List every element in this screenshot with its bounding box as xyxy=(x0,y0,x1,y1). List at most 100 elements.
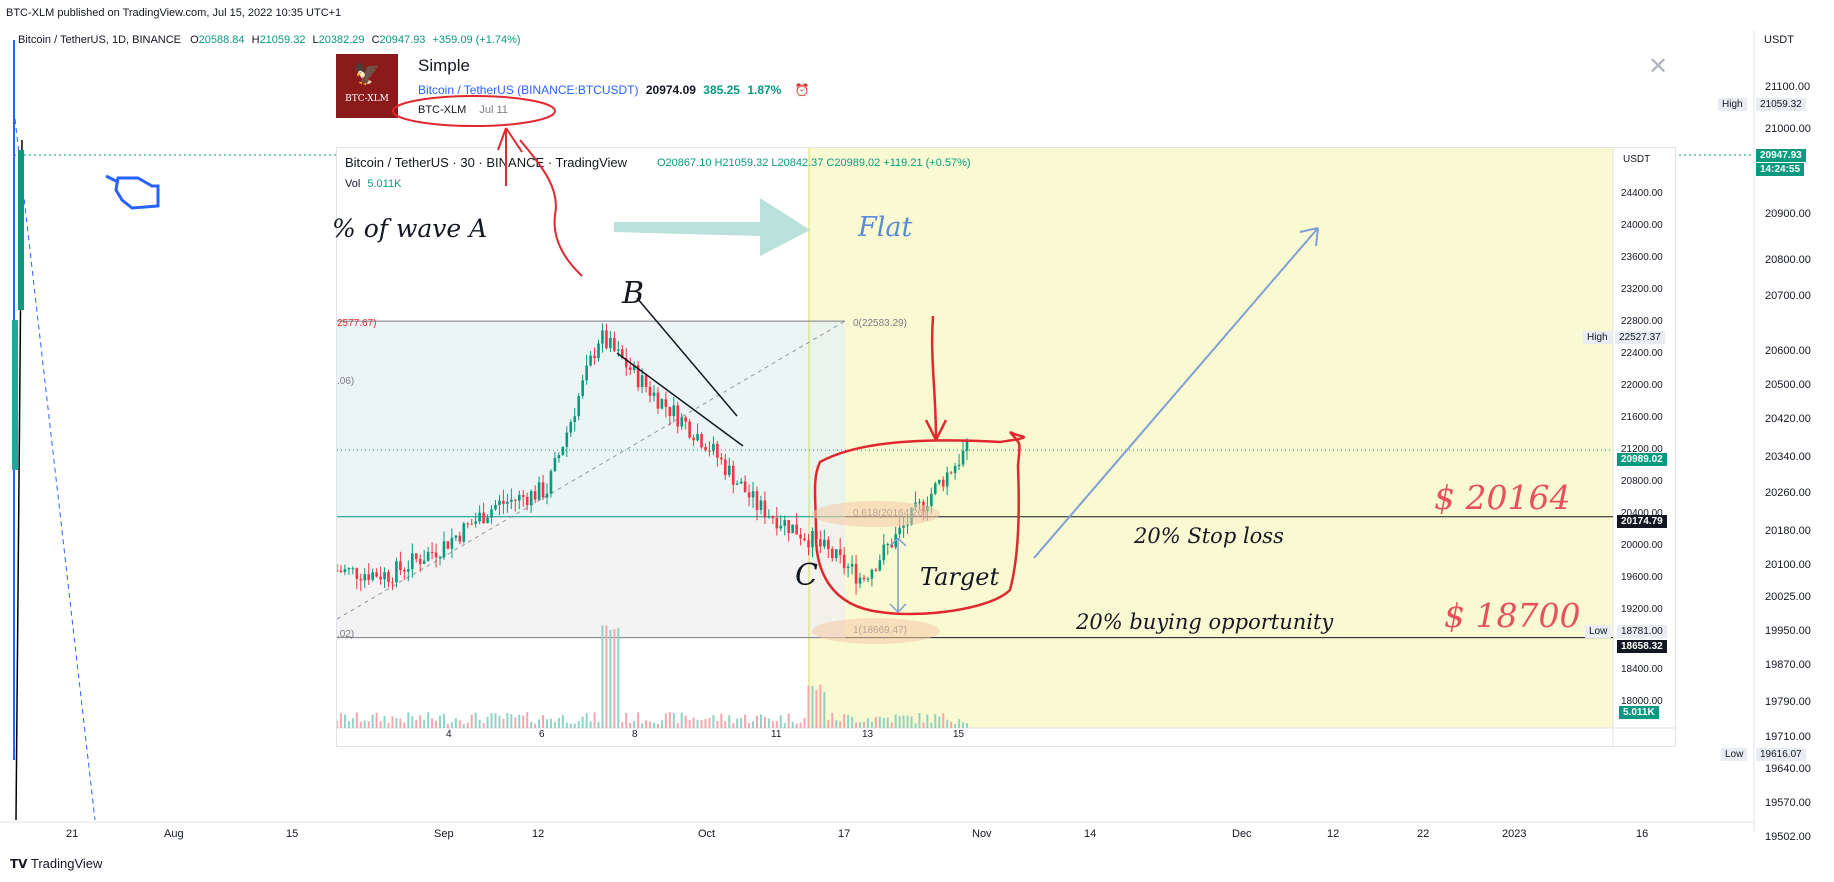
volume-bar xyxy=(676,723,679,728)
main-high-label: High xyxy=(1718,98,1747,111)
volume-bar xyxy=(522,715,525,728)
inset-chart-svg xyxy=(337,148,1675,746)
main-currency-label: USDT xyxy=(1764,34,1794,46)
main-x-tick: 17 xyxy=(838,828,851,840)
candle-body xyxy=(827,539,830,549)
volume-bar xyxy=(565,722,568,728)
candle-body xyxy=(700,434,703,448)
candle-body xyxy=(407,569,410,572)
inset-x-tick: 4 xyxy=(446,729,452,740)
volume-bar xyxy=(954,723,957,728)
candle-body xyxy=(403,569,406,572)
volume-bar xyxy=(343,714,346,728)
main-x-tick: Sep xyxy=(434,828,454,840)
candle-body xyxy=(371,572,374,580)
candle-body xyxy=(577,396,580,417)
volume-bar xyxy=(835,720,838,728)
volume-bar xyxy=(534,723,537,728)
volume-bar xyxy=(557,717,560,728)
main-y-tick: 20180.00 xyxy=(1765,525,1811,537)
candle-body xyxy=(735,483,739,485)
candle-body xyxy=(517,494,521,501)
candle-body xyxy=(834,549,838,559)
main-x-tick: 14 xyxy=(1084,828,1097,840)
candle-body xyxy=(898,527,901,535)
footer-brand[interactable]: 𝗧𝗩 TradingView xyxy=(10,856,102,871)
candle-body xyxy=(803,538,806,541)
candle-body xyxy=(727,465,731,475)
volume-bar xyxy=(874,716,877,728)
author-logo[interactable]: 🦅 BTC-XLM xyxy=(336,54,398,118)
volume-bar xyxy=(926,714,929,728)
close-icon[interactable]: ✕ xyxy=(1648,53,1669,80)
alarm-clock-icon[interactable]: ⏰ xyxy=(794,83,810,97)
candle-body xyxy=(337,570,339,572)
volume-bar xyxy=(910,716,913,728)
volume-bar xyxy=(736,718,739,728)
volume-bar xyxy=(851,716,854,728)
ohlc-c-label: C xyxy=(371,34,380,46)
main-dashed-trend xyxy=(13,109,96,821)
volume-bar xyxy=(339,713,342,728)
volume-bar xyxy=(930,722,933,728)
buy-price-text: $ 18700 xyxy=(1444,596,1581,635)
candle-body xyxy=(842,554,846,569)
volume-bar xyxy=(637,712,640,728)
candle-body xyxy=(763,500,767,518)
volume-bar xyxy=(589,721,592,728)
main-y-tick: 19640.00 xyxy=(1765,763,1811,775)
candle-body xyxy=(688,421,691,438)
volume-bar xyxy=(585,712,588,728)
volume-bar xyxy=(621,722,624,728)
candle-body xyxy=(359,578,363,581)
volume-bar xyxy=(958,719,961,728)
idea-change-abs: 385.25 xyxy=(703,83,740,97)
candle-body xyxy=(811,530,814,548)
volume-bar xyxy=(752,721,755,728)
volume-bar xyxy=(542,715,545,728)
main-x-tick: 15 xyxy=(286,828,299,840)
volume-bar xyxy=(656,723,659,728)
candle-body xyxy=(395,561,398,583)
candle-body xyxy=(708,450,711,452)
volume-bar xyxy=(454,718,457,728)
inset-high-label: High xyxy=(1583,331,1612,344)
idea-author[interactable]: BTC-XLM xyxy=(418,104,467,116)
volume-bar xyxy=(383,716,386,728)
candle-body xyxy=(751,491,755,498)
candle-body xyxy=(815,530,818,540)
candle-body xyxy=(565,432,569,447)
inset-chart[interactable]: Bitcoin / TetherUS · 30 · BINANCE · Trad… xyxy=(336,147,1676,747)
inset-symbol: Bitcoin / TetherUS · 30 · BINANCE · Trad… xyxy=(345,155,628,170)
inset-y-tick: 22400.00 xyxy=(1621,348,1663,359)
inset-y-tick: 24000.00 xyxy=(1621,220,1663,231)
candle-body xyxy=(609,337,612,349)
candle-body xyxy=(442,541,446,558)
volume-bar xyxy=(435,720,438,728)
volume-bar xyxy=(613,629,616,728)
stop-price-text: $ 20164 xyxy=(1434,478,1571,517)
ohlc-change: +359.09 (+1.74%) xyxy=(432,34,521,46)
candle-body xyxy=(498,500,501,505)
candle-body xyxy=(918,501,921,503)
volume-bar xyxy=(633,721,636,728)
volume-bar xyxy=(688,720,691,728)
candle-body xyxy=(450,537,454,549)
volume-bar xyxy=(894,714,897,728)
candle-body xyxy=(569,422,573,433)
candle-body xyxy=(430,551,434,553)
inset-y-tick: 18000.00 xyxy=(1621,696,1663,707)
inset-y-tick: 18400.00 xyxy=(1621,664,1663,675)
candle-body xyxy=(823,539,826,547)
idea-exchange: (BINANCE:BTCUSDT) xyxy=(517,83,639,97)
idea-symbol-link[interactable]: Bitcoin / TetherUS xyxy=(418,83,514,97)
volume-bar xyxy=(799,722,802,728)
volume-bar xyxy=(466,722,469,728)
volume-bar xyxy=(391,716,394,728)
volume-bar xyxy=(902,715,905,728)
candle-body xyxy=(343,569,347,572)
candle-body xyxy=(906,524,909,526)
volume-bar xyxy=(514,717,517,728)
candle-body xyxy=(755,491,759,510)
candle-body xyxy=(379,576,382,580)
